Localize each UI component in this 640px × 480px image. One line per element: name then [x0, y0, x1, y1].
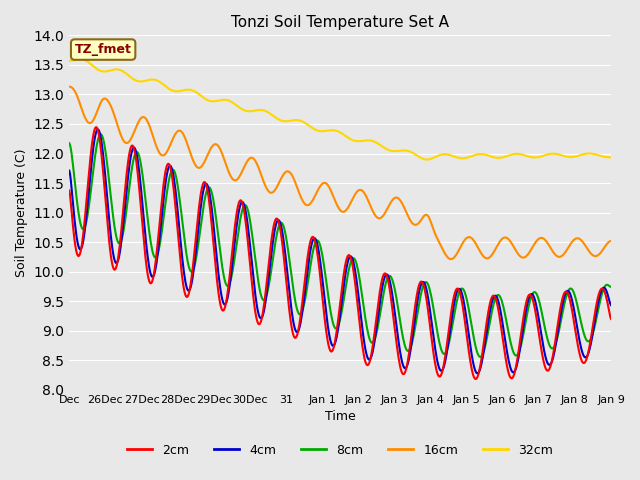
8cm — [132, 150, 140, 156]
Text: TZ_fmet: TZ_fmet — [75, 43, 132, 56]
32cm — [407, 149, 415, 155]
4cm — [65, 168, 73, 174]
4cm — [132, 147, 140, 153]
2cm — [422, 296, 430, 302]
2cm — [65, 188, 73, 193]
16cm — [607, 238, 615, 244]
8cm — [216, 241, 223, 247]
8cm — [607, 284, 615, 290]
16cm — [214, 144, 222, 149]
8cm — [97, 132, 105, 137]
X-axis label: Time: Time — [325, 410, 356, 423]
Y-axis label: Soil Temperature (C): Soil Temperature (C) — [15, 148, 28, 277]
4cm — [216, 277, 223, 283]
Line: 8cm: 8cm — [69, 134, 611, 357]
8cm — [407, 345, 415, 350]
32cm — [424, 156, 431, 162]
16cm — [186, 149, 194, 155]
2cm — [607, 316, 615, 322]
8cm — [422, 279, 430, 285]
8cm — [76, 214, 83, 219]
16cm — [131, 127, 139, 133]
2cm — [216, 295, 223, 301]
32cm — [76, 56, 83, 62]
2cm — [93, 124, 100, 130]
Title: Tonzi Soil Temperature Set A: Tonzi Soil Temperature Set A — [231, 15, 449, 30]
Line: 2cm: 2cm — [69, 127, 611, 379]
16cm — [65, 84, 73, 89]
16cm — [422, 212, 429, 217]
Line: 32cm: 32cm — [69, 59, 611, 159]
4cm — [407, 347, 415, 352]
32cm — [216, 97, 223, 103]
Legend: 2cm, 4cm, 8cm, 16cm, 32cm: 2cm, 4cm, 8cm, 16cm, 32cm — [122, 439, 558, 462]
32cm — [132, 77, 140, 83]
4cm — [94, 127, 102, 132]
4cm — [187, 285, 195, 290]
2cm — [472, 376, 479, 382]
8cm — [65, 140, 73, 146]
2cm — [407, 339, 415, 345]
16cm — [76, 98, 83, 104]
2cm — [76, 253, 83, 259]
32cm — [187, 87, 195, 93]
8cm — [187, 268, 195, 274]
4cm — [607, 302, 615, 308]
Line: 4cm: 4cm — [69, 130, 611, 373]
4cm — [76, 245, 83, 251]
2cm — [187, 282, 195, 288]
32cm — [422, 156, 430, 162]
4cm — [474, 371, 481, 376]
16cm — [447, 256, 455, 262]
2cm — [132, 154, 140, 159]
32cm — [607, 155, 615, 160]
Line: 16cm: 16cm — [69, 86, 611, 259]
4cm — [422, 287, 430, 292]
32cm — [76, 56, 84, 62]
8cm — [476, 354, 484, 360]
32cm — [65, 58, 73, 64]
16cm — [406, 217, 413, 223]
